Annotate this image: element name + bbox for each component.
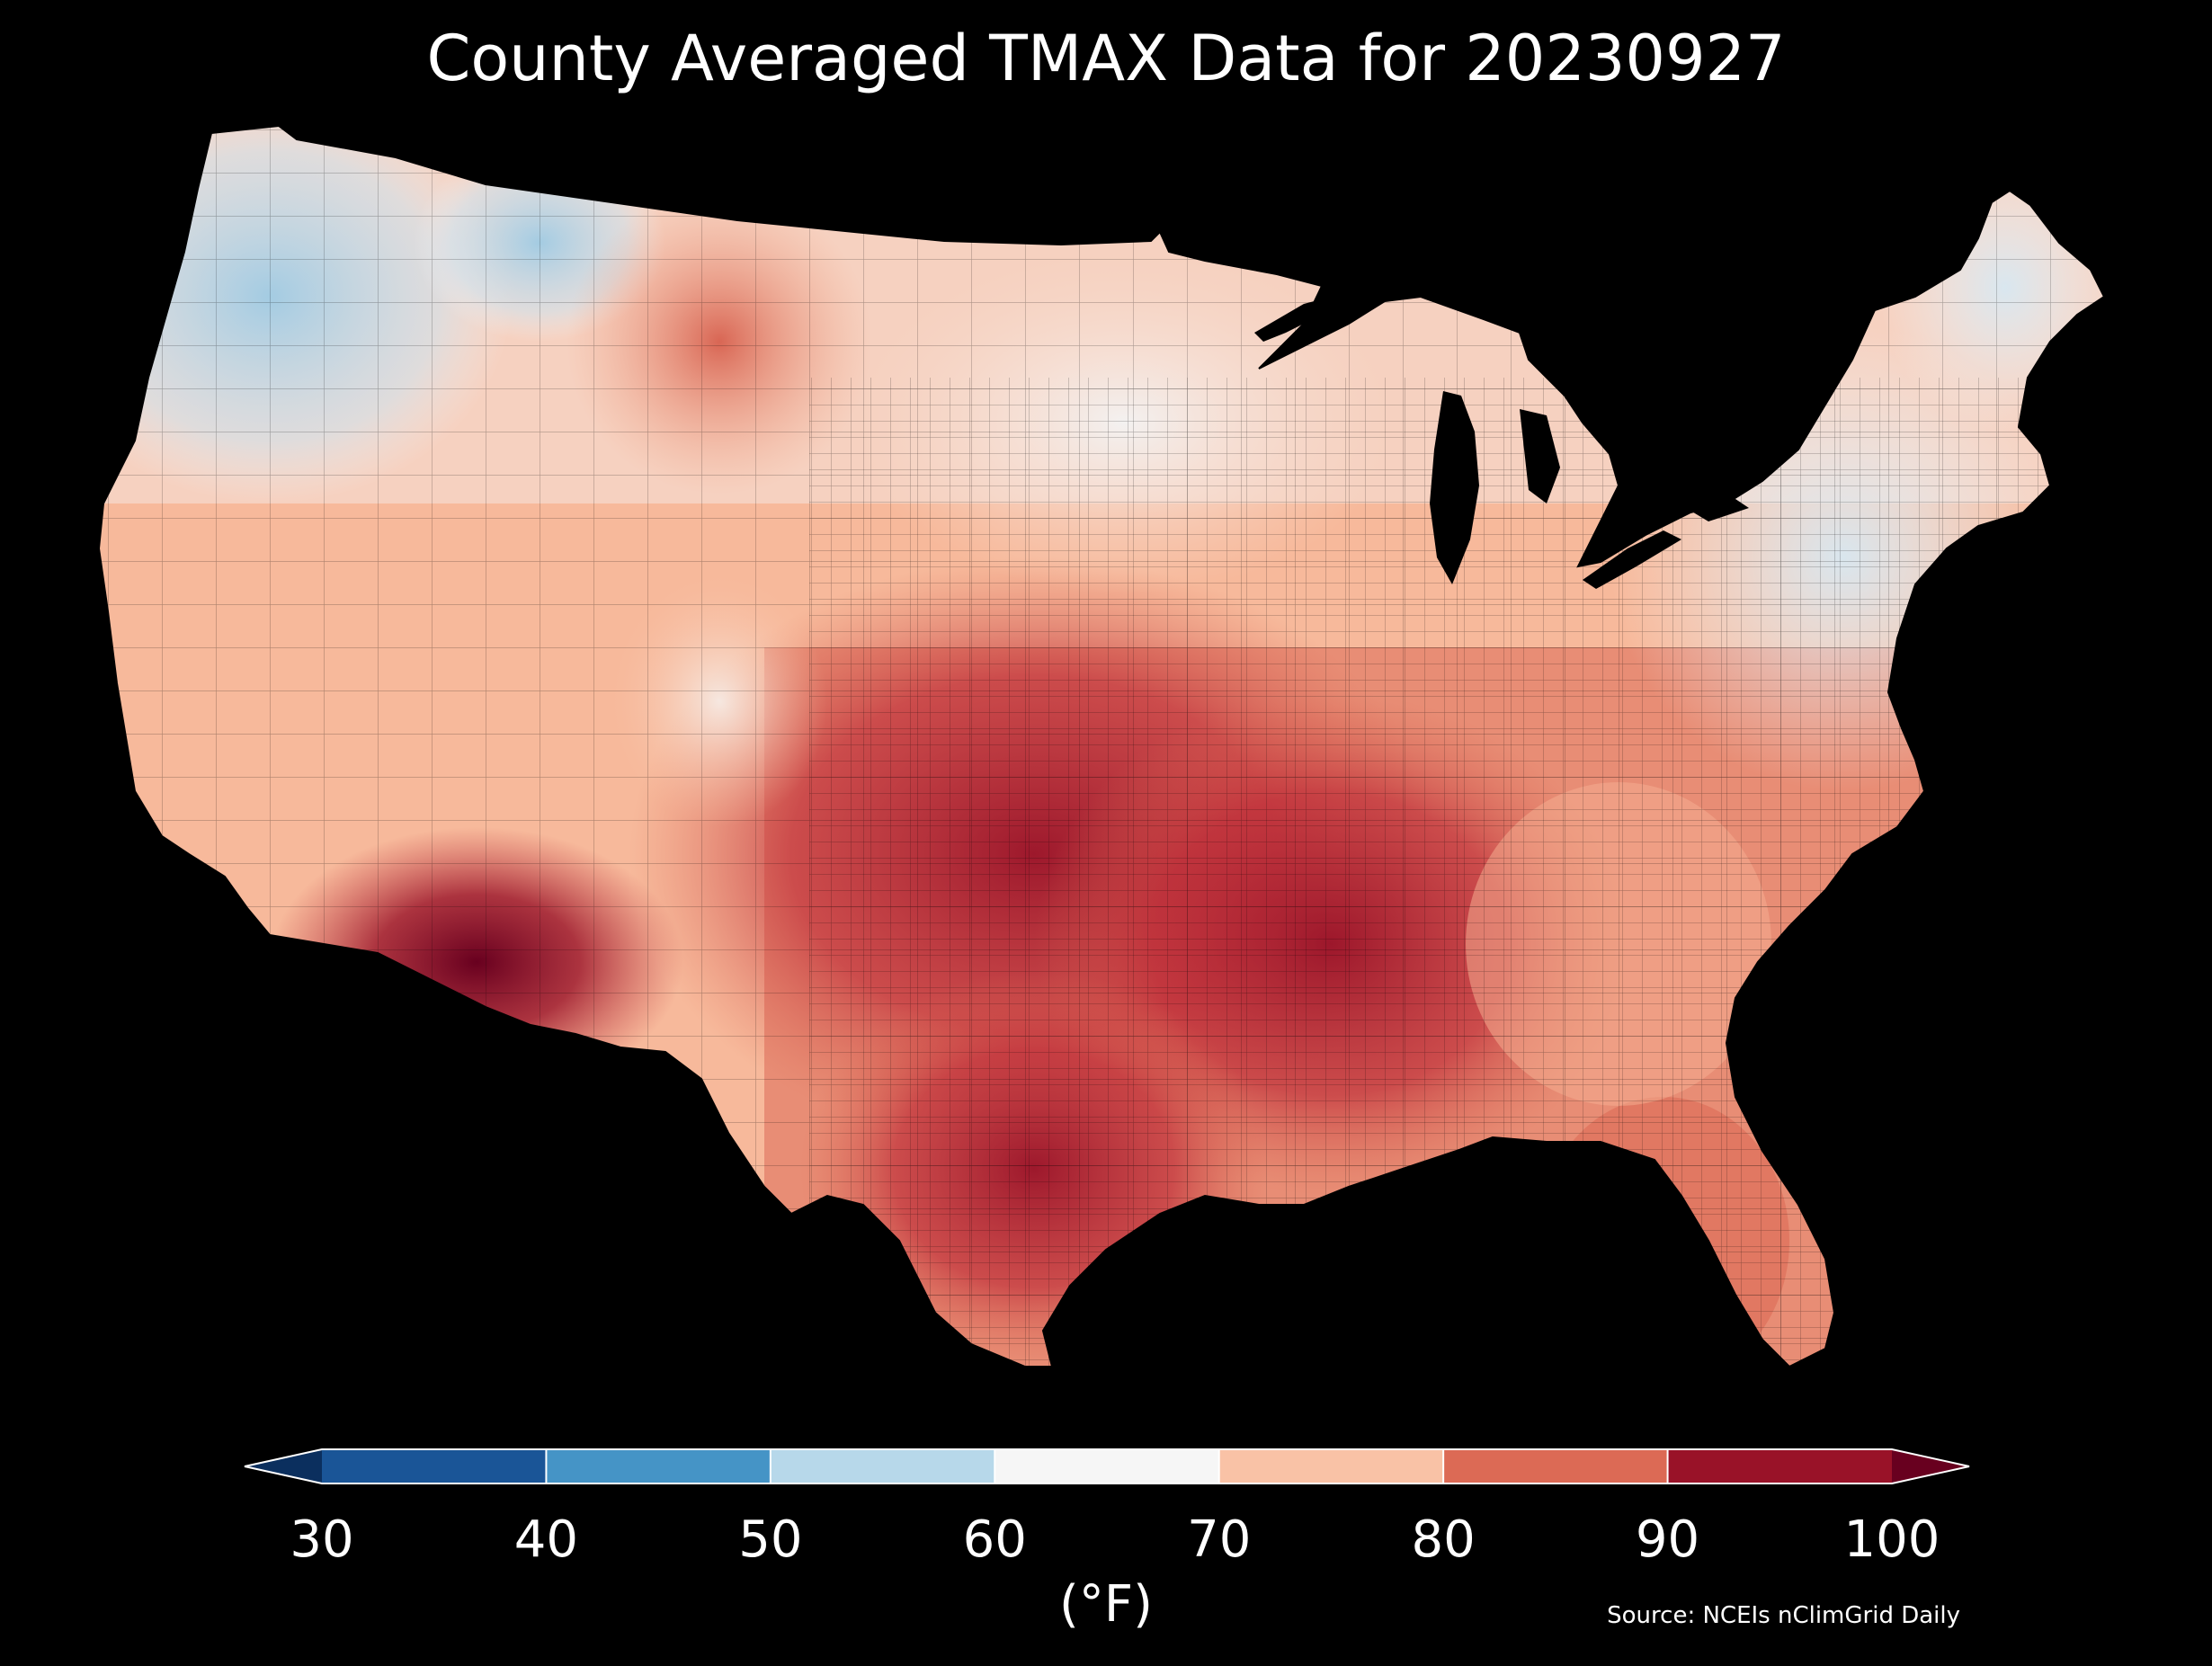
colorbar-bin-50-60 [770, 1449, 995, 1483]
colorbar-bin-30-40 [322, 1449, 547, 1483]
map-title: County Averaged TMAX Data for 20230927 [426, 22, 1786, 95]
colorbar-tick-label: 50 [738, 1510, 803, 1569]
colorbar-bins [322, 1449, 1892, 1483]
lake-superior [1254, 292, 1367, 342]
source-credit: Source: NCEIs nClimGrid Daily [1607, 1602, 1960, 1629]
colorbar-over-arrow [1892, 1449, 1969, 1483]
colorbar-bin-60-70 [995, 1449, 1219, 1483]
colorbar-tick-label: 80 [1411, 1510, 1476, 1569]
colorbar-tick-label: 100 [1843, 1510, 1940, 1569]
colorbar-tick-label: 90 [1635, 1510, 1700, 1569]
colorbar-tick-label: 40 [513, 1510, 579, 1569]
lake-ontario [1686, 499, 1749, 521]
colorbar-tick-label: 70 [1187, 1510, 1252, 1569]
colorbar-bin-80-90 [1443, 1449, 1668, 1483]
colorbar-bin-70-80 [1218, 1449, 1444, 1483]
lake-erie [1583, 530, 1681, 589]
colorbar-tick-marks [545, 1449, 1669, 1483]
lake-michigan [1430, 391, 1479, 584]
lake-huron [1520, 409, 1560, 503]
great-lakes [1254, 292, 1749, 589]
colorbar-bin-90-100 [1667, 1449, 1892, 1483]
colorbar-tick-label: 60 [962, 1510, 1027, 1569]
colorbar-tick-label: 30 [290, 1510, 354, 1569]
colorbar-unit-label: (°F) [1059, 1575, 1153, 1634]
colorbar-under-arrow [245, 1449, 322, 1483]
colorbar-bin-40-50 [546, 1449, 771, 1483]
colorbar-outline [244, 1448, 1970, 1484]
